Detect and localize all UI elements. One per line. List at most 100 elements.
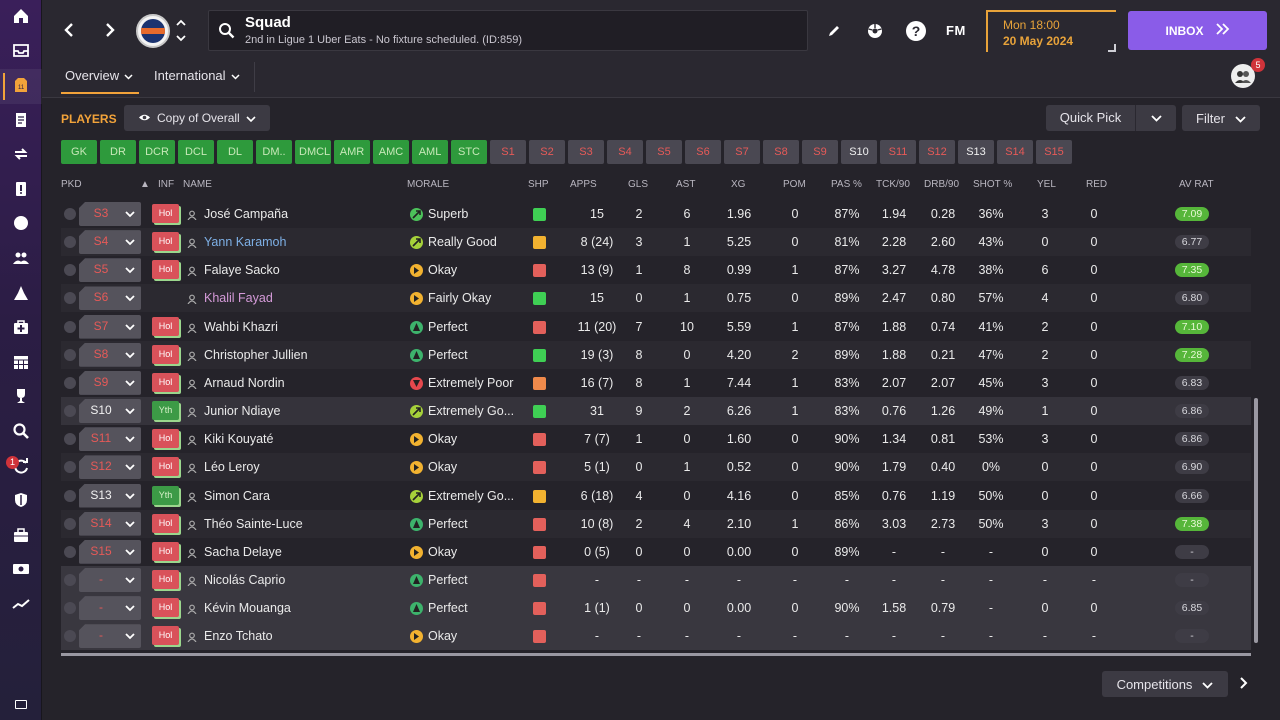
pkd-dropdown[interactable]: [79, 258, 141, 283]
table-row[interactable]: - Hol Nicolás Caprio Perfect - - - - - - - - - - - -: [61, 565, 1251, 594]
player-name[interactable]: Théo Sainte-Luce: [204, 516, 303, 531]
info-badge[interactable]: Hol: [152, 598, 179, 618]
pkd-dropdown[interactable]: [79, 511, 141, 536]
col-xg[interactable]: XG: [731, 179, 746, 190]
rail-item-squad-shirt[interactable]: 11: [0, 69, 42, 104]
rail-item-home[interactable]: [0, 0, 42, 35]
info-badge[interactable]: Hol: [152, 513, 179, 533]
position-button-s9[interactable]: S9: [802, 140, 838, 164]
position-button-dr[interactable]: DR: [100, 140, 136, 164]
player-name[interactable]: Enzo Tchato: [204, 629, 273, 644]
pkd-dropdown[interactable]: [79, 596, 141, 621]
tab-overview[interactable]: Overview: [60, 68, 140, 94]
position-button-s14[interactable]: S14: [997, 140, 1033, 164]
col-pas[interactable]: PAS %: [831, 179, 862, 190]
player-name[interactable]: José Campaña: [204, 207, 289, 221]
col-gls[interactable]: GLS: [628, 179, 649, 190]
pkd-dropdown[interactable]: [79, 427, 141, 452]
info-badge[interactable]: Yth: [152, 485, 179, 505]
table-row[interactable]: - Hol Kévin Mouanga Perfect 1 (1) 0 0 0.00 0 90% 1…: [61, 594, 1251, 623]
position-button-dm[interactable]: DM..: [256, 140, 292, 164]
col-drb[interactable]: DRB/90: [924, 179, 960, 190]
view-selector[interactable]: Copy of Overall: [124, 105, 270, 131]
player-name[interactable]: Junior Ndiaye: [204, 404, 281, 419]
position-button-s8[interactable]: S8: [763, 140, 799, 164]
pick-checkbox[interactable]: [64, 348, 76, 361]
table-row[interactable]: S15 Hol Sacha Delaye Okay 0 (5) 0 0 0.00 0 89% - - -…: [61, 538, 1251, 566]
quick-pick-button[interactable]: Quick Pick: [1046, 105, 1176, 131]
position-button-s5[interactable]: S5: [646, 140, 682, 164]
table-row[interactable]: S5 Hol Falaye Sacko Okay 13 (9) 1 8 0.99 1 87% 3.2…: [61, 256, 1251, 284]
position-button-s2[interactable]: S2: [529, 140, 565, 164]
rail-item-transfer[interactable]: [0, 138, 42, 173]
col-red[interactable]: RED: [1086, 179, 1108, 190]
info-badge[interactable]: Hol: [152, 569, 179, 589]
pick-checkbox[interactable]: [64, 517, 76, 530]
position-button-amr[interactable]: AMR: [334, 140, 370, 164]
pick-checkbox[interactable]: [64, 292, 76, 305]
pkd-dropdown[interactable]: [79, 370, 141, 395]
rail-item-club-shield[interactable]: [0, 484, 42, 519]
forward-arrow-icon[interactable]: [100, 20, 120, 40]
table-row[interactable]: S4 Hol Yann Karamoh Really Good 8 (24) 3 1 5.25…: [61, 228, 1251, 257]
game-date[interactable]: Mon 18:00 20 May 2024: [986, 10, 1116, 52]
table-row[interactable]: S11 Hol Kiki Kouyaté Okay 7 (7) 1 0 1.60 0 90% 1.3…: [61, 425, 1251, 453]
rail-item-briefcase[interactable]: [0, 519, 42, 554]
table-row[interactable]: S3 Hol José Campaña Superb 15 2 6 1.96 0 87% 1.94 0…: [61, 200, 1251, 228]
col-pom[interactable]: POM: [783, 179, 806, 190]
col-avrat[interactable]: AV RAT: [1179, 179, 1214, 190]
pkd-dropdown[interactable]: [79, 455, 141, 480]
chevron-down-icon[interactable]: [1136, 114, 1176, 122]
player-name[interactable]: Christopher Jullien: [204, 347, 308, 362]
col-tck[interactable]: TCK/90: [876, 179, 910, 190]
col-shot[interactable]: SHOT %: [973, 179, 1013, 190]
player-name[interactable]: Léo Leroy: [204, 460, 260, 475]
position-button-dcl[interactable]: DCL: [178, 140, 214, 164]
col-name[interactable]: NAME: [183, 179, 212, 190]
col-morale[interactable]: MORALE: [407, 179, 450, 190]
fm-menu[interactable]: FM: [946, 23, 966, 38]
table-row[interactable]: S6 Khalil Fayad Fairly Okay 15 0 1 0.75 0 89% 2.4…: [61, 284, 1251, 313]
pick-checkbox[interactable]: [64, 489, 76, 502]
pkd-dropdown[interactable]: [79, 342, 141, 367]
pkd-dropdown[interactable]: [79, 399, 141, 424]
player-name[interactable]: Nicolás Caprio: [204, 572, 286, 587]
position-button-s10[interactable]: S10: [841, 140, 877, 164]
pick-checkbox[interactable]: [64, 602, 76, 615]
pkd-dropdown[interactable]: [79, 202, 141, 226]
pkd-dropdown[interactable]: [79, 314, 141, 339]
pick-checkbox[interactable]: [64, 264, 76, 277]
horizontal-scrollbar[interactable]: [61, 653, 1251, 656]
club-badge[interactable]: [136, 14, 170, 48]
position-button-dl[interactable]: DL: [217, 140, 253, 164]
player-name[interactable]: Khalil Fayad: [204, 291, 273, 306]
position-button-dcr[interactable]: DCR: [139, 140, 175, 164]
info-badge[interactable]: Hol: [152, 429, 179, 449]
position-button-s15[interactable]: S15: [1036, 140, 1072, 164]
help-icon[interactable]: ?: [906, 21, 926, 41]
pick-checkbox[interactable]: [64, 320, 76, 333]
rail-item-staff[interactable]: [0, 242, 42, 277]
rail-item-trophy[interactable]: [0, 381, 42, 416]
match-ball-icon[interactable]: [865, 21, 885, 41]
table-row[interactable]: S10 Yth Junior Ndiaye Extremely Go... 31 9 2 6.…: [61, 397, 1251, 426]
screen-mode-icon[interactable]: [15, 700, 27, 709]
position-button-amc[interactable]: AMC: [373, 140, 409, 164]
pick-checkbox[interactable]: [64, 461, 76, 474]
position-button-stc[interactable]: STC: [451, 140, 487, 164]
pick-checkbox[interactable]: [64, 433, 76, 446]
pick-checkbox[interactable]: [64, 236, 76, 249]
table-row[interactable]: S12 Hol Léo Leroy Okay 5 (1) 0 1 0.52 0 90% 1.79 0.…: [61, 453, 1251, 482]
pick-checkbox[interactable]: [64, 376, 76, 389]
info-badge[interactable]: Hol: [152, 541, 179, 561]
sort-arrow-icon[interactable]: ▲: [140, 179, 150, 190]
club-switch-icon[interactable]: [175, 16, 187, 46]
chevron-right-icon[interactable]: [1238, 676, 1250, 690]
pkd-dropdown[interactable]: [79, 624, 141, 649]
filter-button[interactable]: Filter: [1182, 105, 1260, 131]
edit-pencil-icon[interactable]: [824, 21, 844, 41]
pick-checkbox[interactable]: [64, 208, 76, 220]
table-row[interactable]: S7 Hol Wahbi Khazri Perfect 11 (20) 7 10 5.59 1 8…: [61, 313, 1251, 341]
vertical-scrollbar[interactable]: [1254, 398, 1258, 643]
position-button-s1[interactable]: S1: [490, 140, 526, 164]
